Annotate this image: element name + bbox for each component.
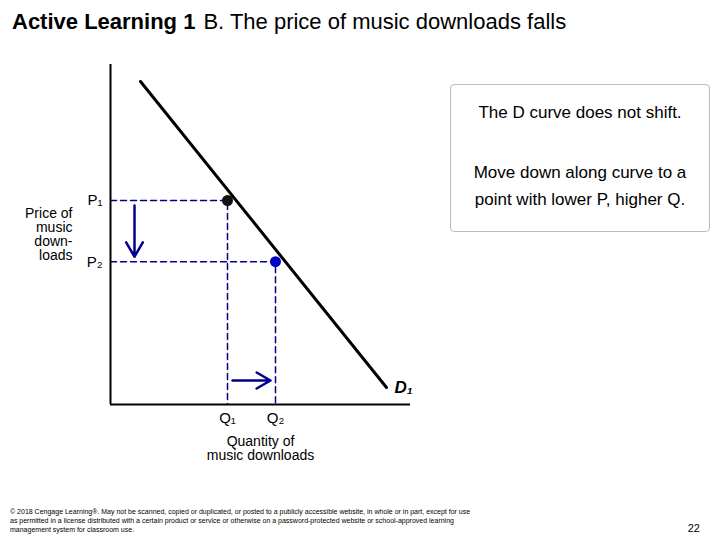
svg-text:Price ofmusicdown-loads: Price ofmusicdown-loads: [25, 205, 73, 263]
html-text:Active Learning 1 B. The price: Active Learning 1 B. The price of music …: [12, 9, 567, 34]
svg-text:P₁: P₁: [87, 191, 102, 208]
html-text:The D curve does not shift.: The D curve does not shift.: [478, 103, 682, 122]
svg-text:Q₁: Q₁: [219, 409, 236, 426]
svg-text:Quantity ofmusic downloads: Quantity ofmusic downloads: [207, 433, 314, 463]
html-text:© 2018 Cengage Learning®. May: © 2018 Cengage Learning®. May not be sca…: [10, 507, 471, 533]
svg-text:P₂: P₂: [87, 253, 103, 270]
svg-text:Q₂: Q₂: [267, 409, 285, 426]
html-text:Move down along curve to a poi: Move down along curve to a point with lo…: [473, 163, 687, 210]
svg-text:D₁: D₁: [395, 378, 413, 397]
html-text:22: 22: [687, 522, 700, 534]
